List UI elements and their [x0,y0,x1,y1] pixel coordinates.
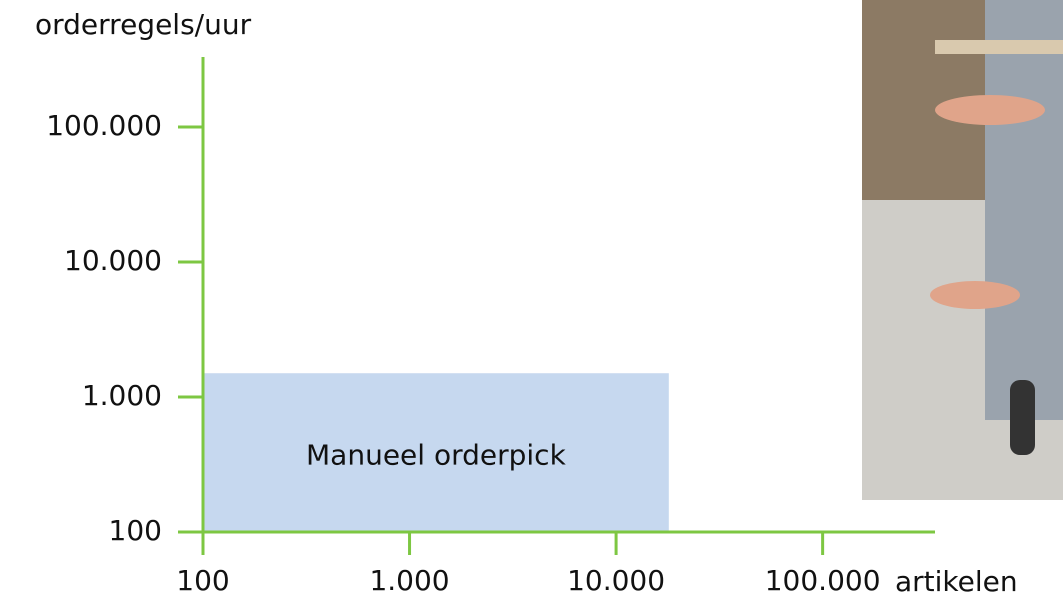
x-tick-label: 1.000 [369,564,449,597]
x-tick-label: 100 [176,564,229,597]
x-tick-label: 10.000 [567,564,665,597]
y-axis-label: orderregels/uur [35,8,252,41]
y-tick-label: 100.000 [46,109,162,142]
region-label: Manueel orderpick [306,439,567,472]
y-tick-label: 10.000 [64,244,162,277]
y-tick-label: 100 [109,514,162,547]
chart: orderregels/uur artikelen Manueel orderp… [0,0,1063,602]
x-axis-label: artikelen [895,565,1018,598]
y-tick-label: 1.000 [82,379,162,412]
x-tick-label: 100.000 [765,564,881,597]
photo [862,0,1063,500]
